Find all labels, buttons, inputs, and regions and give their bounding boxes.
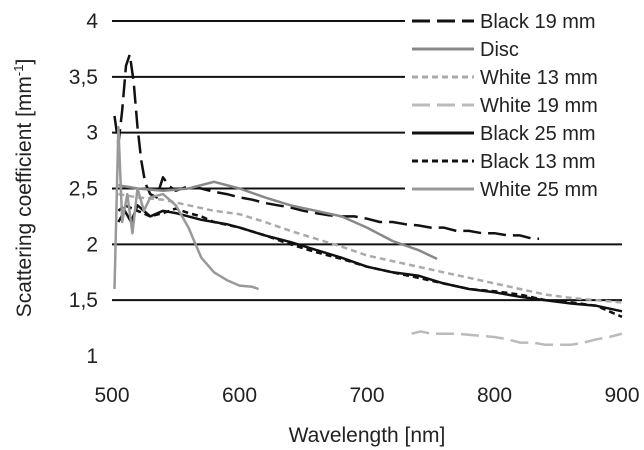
- y-tick-labels: 1 1,5 2 2,5 3 3,5 4: [69, 10, 99, 368]
- legend-label: Black 13 mm: [480, 151, 596, 173]
- y-tick-label: 2,5: [69, 178, 98, 201]
- x-tick-label: 800: [477, 384, 512, 407]
- series-line: [118, 192, 623, 304]
- series-line: [411, 330, 623, 347]
- legend-label: Black 25 mm: [480, 123, 596, 145]
- legend-label: Disc: [480, 39, 519, 61]
- legend-label: Black 19 mm: [480, 11, 596, 33]
- legend-label: White 19 mm: [480, 95, 598, 117]
- series-line: [118, 180, 438, 261]
- y-tick-label: 3,5: [69, 66, 98, 89]
- y-tick-label: 4: [86, 10, 98, 33]
- y-tick-label: 1,5: [69, 289, 98, 312]
- x-axis-label: Wavelength [nm]: [289, 424, 446, 447]
- legend-label: White 25 mm: [480, 179, 598, 201]
- x-tick-label: 900: [604, 384, 639, 407]
- y-tick-label: 1: [86, 345, 98, 368]
- y-tick-label: 2: [86, 233, 98, 256]
- series-lines: [113, 53, 623, 347]
- legend-label: White 13 mm: [480, 67, 598, 89]
- y-axis-label-main: Scattering coefficient [mm: [13, 76, 36, 317]
- x-tick-label: 600: [222, 384, 257, 407]
- y-axis-label-superscript: -1: [11, 65, 26, 77]
- legend: Black 19 mm Disc White 13 mm White 19 mm Bla…: [405, 5, 640, 203]
- series-line: [113, 125, 260, 291]
- series-line: [113, 53, 540, 241]
- x-tick-label: 500: [94, 384, 129, 407]
- x-tick-label: 700: [349, 384, 384, 407]
- y-axis-label: Scattering coefficient [mm-1]: [11, 59, 36, 318]
- x-tick-labels: 500 600 700 800 900: [94, 384, 639, 407]
- y-tick-label: 3: [86, 122, 98, 145]
- y-axis-label-close: ]: [13, 59, 36, 65]
